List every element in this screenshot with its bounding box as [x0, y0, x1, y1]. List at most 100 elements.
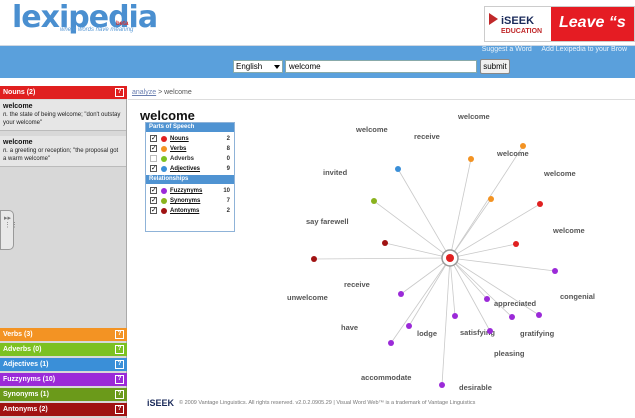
legend-label[interactable]: Nouns — [170, 136, 189, 142]
graph-word-label[interactable]: welcome — [457, 112, 490, 121]
submit-button[interactable]: submit — [480, 59, 510, 74]
graph-node[interactable] — [371, 198, 377, 204]
legend-row-nouns[interactable]: ✓ Nouns 2 — [150, 134, 234, 144]
graph-edge — [449, 203, 541, 259]
legend-label[interactable]: Fuzzynyms — [170, 188, 203, 194]
legend-row-synonyms[interactable]: ✓ Synonyms 7 — [150, 196, 234, 206]
add-lexipedia-link[interactable]: Add Lexipedia to your Brow — [541, 46, 627, 53]
center-node[interactable] — [446, 254, 454, 262]
graph-word-label[interactable]: unwelcome — [287, 293, 328, 302]
graph-edge — [441, 257, 451, 386]
graph-word-label[interactable]: say farewell — [306, 217, 349, 226]
category-bar[interactable]: Verbs (3)? — [0, 328, 127, 341]
ad-education: EDUCATION — [501, 28, 543, 35]
legend-label[interactable]: Antonyms — [170, 208, 200, 214]
graph-node[interactable] — [439, 382, 445, 388]
definition-body: the state of being welcome; "don't outst… — [3, 112, 121, 126]
legend-checkbox[interactable]: ✓ — [150, 145, 157, 152]
legend-count: 8 — [226, 146, 230, 152]
graph-word-label[interactable]: receive — [414, 132, 440, 141]
legend-checkbox[interactable]: ✓ — [150, 135, 157, 142]
graph-node[interactable] — [537, 201, 543, 207]
graph-node[interactable] — [395, 166, 401, 172]
graph-word-label[interactable]: welcome — [355, 125, 388, 134]
help-icon[interactable]: ? — [115, 88, 124, 97]
suggest-word-link[interactable]: Suggest a Word — [481, 46, 532, 53]
graph-edge — [373, 200, 451, 259]
legend-checkbox[interactable] — [150, 155, 157, 162]
legend-checkbox[interactable]: ✓ — [150, 165, 157, 172]
graph-node[interactable] — [468, 156, 474, 162]
graph-word-label[interactable]: desirable — [459, 383, 492, 392]
iseek-ad-banner[interactable]: iSEEK EDUCATION Leave “s — [484, 6, 635, 42]
graph-word-label[interactable]: appreciated — [494, 299, 537, 308]
legend-label: Adverbs — [170, 156, 195, 162]
graph-node[interactable] — [487, 328, 493, 334]
language-select[interactable]: English — [233, 60, 283, 73]
nouns-bar-label: Nouns (2) — [3, 89, 36, 96]
graph-word-label[interactable]: invited — [323, 168, 348, 177]
help-icon[interactable]: ? — [115, 360, 124, 369]
graph-word-label[interactable]: receive — [344, 280, 370, 289]
graph-node[interactable] — [484, 296, 490, 302]
graph-word-label[interactable]: congenial — [560, 292, 595, 301]
graph-node[interactable] — [509, 314, 515, 320]
graph-edge — [400, 257, 451, 295]
panel-toggle-tab[interactable]: ▸▸ ⋮⋮ — [0, 210, 18, 250]
graph-word-label[interactable]: gratifying — [520, 329, 555, 338]
graph-node[interactable] — [552, 268, 558, 274]
graph-word-label[interactable]: lodge — [417, 329, 437, 338]
graph-node[interactable] — [382, 240, 388, 246]
category-bar[interactable]: Fuzzynyms (10)? — [0, 373, 127, 386]
help-icon[interactable]: ? — [115, 390, 124, 399]
help-icon[interactable]: ? — [115, 375, 124, 384]
legend-row-antonyms[interactable]: ✓ Antonyms 2 — [150, 206, 234, 216]
legend-checkbox[interactable]: ✓ — [150, 197, 157, 204]
breadcrumb-analyze-link[interactable]: analyze — [132, 89, 157, 96]
graph-edge — [449, 257, 456, 317]
graph-node[interactable] — [406, 323, 412, 329]
graph-word-label[interactable]: accommodate — [361, 373, 411, 382]
graph-edge — [449, 257, 556, 272]
graph-word-label[interactable]: welcome — [552, 226, 585, 235]
search-input[interactable]: welcome — [285, 60, 477, 73]
help-icon[interactable]: ? — [115, 345, 124, 354]
legend-color-dot-icon — [161, 188, 167, 194]
graph-word-label[interactable]: satisfying — [460, 328, 495, 337]
definition-text: n. a greeting or reception; "the proposa… — [3, 147, 123, 163]
graph-node[interactable] — [536, 312, 542, 318]
footer-iseek-logo[interactable]: iSEEK — [147, 398, 175, 408]
legend-checkbox[interactable]: ✓ — [150, 207, 157, 214]
category-bar[interactable]: Antonyms (2)? — [0, 403, 127, 416]
graph-word-label[interactable]: pleasing — [494, 349, 525, 358]
graph-node[interactable] — [398, 291, 404, 297]
graph-word-label[interactable]: have — [341, 323, 358, 332]
category-bar[interactable]: Adverbs (0)? — [0, 343, 127, 356]
graph-node[interactable] — [520, 143, 526, 149]
ad-slogan-block: Leave “s — [551, 7, 634, 41]
graph-word-label[interactable]: welcome — [543, 169, 576, 178]
graph-node[interactable] — [488, 196, 494, 202]
category-bar[interactable]: Synonyms (1)? — [0, 388, 127, 401]
legend-label[interactable]: Verbs — [170, 146, 187, 152]
legend-row-adjectives[interactable]: ✓ Adjectives 9 — [150, 164, 234, 174]
graph-node[interactable] — [311, 256, 317, 262]
help-icon[interactable]: ? — [115, 405, 124, 414]
legend-label[interactable]: Adjectives — [170, 166, 201, 172]
graph-node[interactable] — [452, 313, 458, 319]
category-bar[interactable]: Adjectives (1)? — [0, 358, 127, 371]
graph-edge — [397, 168, 451, 259]
graph-word-label[interactable]: welcome — [496, 149, 529, 158]
help-icon[interactable]: ? — [115, 330, 124, 339]
lexipedia-logo[interactable]: lexipedia — [12, 0, 158, 35]
legend-label[interactable]: Synonyms — [170, 198, 201, 204]
graph-node[interactable] — [513, 241, 519, 247]
graph-node[interactable] — [388, 340, 394, 346]
legend-row-adverbs[interactable]: Adverbs 0 — [150, 154, 234, 164]
legend-count: 2 — [226, 208, 230, 214]
legend-row-verbs[interactable]: ✓ Verbs 8 — [150, 144, 234, 154]
legend-checkbox[interactable]: ✓ — [150, 187, 157, 194]
legend-color-dot-icon — [161, 146, 167, 152]
legend-row-fuzzynyms[interactable]: ✓ Fuzzynyms 10 — [150, 186, 234, 196]
nouns-bar[interactable]: Nouns (2) ? — [0, 86, 127, 99]
